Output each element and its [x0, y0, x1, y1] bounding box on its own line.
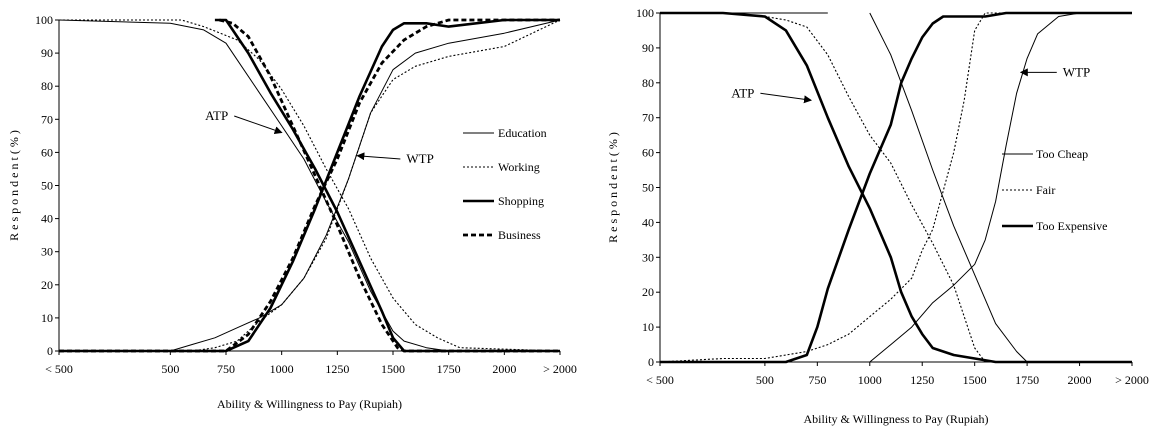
y-tick-label: 90 — [41, 46, 53, 60]
series-line — [660, 11, 1132, 364]
annotation-label: WTP — [406, 151, 433, 166]
x-tick-label: > 2000 — [1115, 373, 1149, 387]
y-tick-label: 10 — [642, 320, 654, 334]
series-education — [58, 19, 561, 352]
series-working — [59, 19, 561, 352]
legend-label: Business — [498, 228, 541, 242]
series-line — [659, 12, 1132, 363]
y-tick-label: 100 — [35, 13, 53, 27]
series-too-expensive — [660, 11, 1132, 364]
y-tick-label: 100 — [636, 6, 654, 20]
x-tick-label: 1750 — [1015, 373, 1039, 387]
y-tick-label: 80 — [642, 76, 654, 90]
x-tick-label: < 500 — [45, 362, 73, 376]
x-tick-label: 750 — [808, 373, 826, 387]
series-shopping — [59, 18, 560, 353]
x-tick-label: 1250 — [910, 373, 934, 387]
x-tick-label: 1250 — [325, 362, 349, 376]
y-tick-label: 60 — [642, 146, 654, 160]
y-tick-label: 40 — [642, 215, 654, 229]
x-tick-label: 500 — [756, 373, 774, 387]
x-axis-label: Ability & Willingness to Pay (Rupiah) — [217, 397, 402, 411]
legend-label: Fair — [1036, 183, 1055, 197]
y-tick-label: 20 — [642, 285, 654, 299]
series-fair — [659, 12, 1132, 363]
series-line — [59, 19, 561, 352]
annotation-label: WTP — [1063, 64, 1090, 79]
y-tick-label: 60 — [41, 145, 53, 159]
x-axis-label: Ability & Willingness to Pay (Rupiah) — [804, 412, 989, 426]
series-line — [660, 11, 1132, 364]
series-line — [59, 19, 561, 352]
series-line — [59, 18, 560, 353]
series-business — [59, 18, 560, 353]
series-line — [869, 12, 1132, 363]
annotation-arrow — [760, 92, 813, 104]
x-tick-label: > 2000 — [543, 362, 577, 376]
x-tick-label: 2000 — [1068, 373, 1092, 387]
y-tick-label: 30 — [41, 245, 53, 259]
chart-1: 0 10 20 30 40 50 60 70 80 90 100 < 500 500 750 1000 125… — [7, 13, 577, 411]
legend-label: Shopping — [498, 194, 544, 208]
y-tick-label: 50 — [642, 181, 654, 195]
y-tick-label: 20 — [41, 278, 53, 292]
x-tick-label: 2000 — [492, 362, 516, 376]
legend-label: Too Expensive — [1036, 219, 1107, 233]
series-line — [59, 19, 561, 352]
series-line — [58, 19, 560, 352]
x-tick-label: < 500 — [646, 373, 674, 387]
x-tick-label: 1500 — [963, 373, 987, 387]
annotation-arrow — [356, 152, 401, 161]
y-tick-label: 40 — [41, 212, 53, 226]
legend-label: Too Cheap — [1036, 147, 1088, 161]
x-tick-label: 1000 — [858, 373, 882, 387]
annotation-arrow — [234, 115, 283, 135]
annotation-label: ATP — [205, 108, 228, 123]
y-axis-label: R e s p o n d e n t ( % ) — [7, 130, 21, 241]
y-tick-label: 30 — [642, 250, 654, 264]
y-axis-label: R e s p o n d e n t ( % ) — [606, 132, 620, 243]
annotation-label: ATP — [731, 85, 754, 100]
y-tick-label: 0 — [648, 355, 654, 369]
y-tick-label: 70 — [41, 112, 53, 126]
y-tick-label: 10 — [41, 311, 53, 325]
x-tick-label: 1750 — [437, 362, 461, 376]
series-line — [59, 18, 560, 353]
x-tick-label: 500 — [161, 362, 179, 376]
y-tick-label: 90 — [642, 41, 654, 55]
series-line — [214, 18, 560, 353]
y-tick-label: 50 — [41, 179, 53, 193]
x-tick-label: 750 — [217, 362, 235, 376]
x-tick-label: 1000 — [270, 362, 294, 376]
y-tick-label: 70 — [642, 111, 654, 125]
x-tick-label: 1500 — [381, 362, 405, 376]
series-too-cheap — [660, 12, 1132, 363]
y-tick-label: 80 — [41, 79, 53, 93]
chart-2: 0 10 20 30 40 50 60 70 80 90 100 < 500 500 750 1000 125… — [606, 6, 1149, 426]
series-line — [660, 12, 1132, 363]
legend-label: Education — [498, 126, 547, 140]
legend-label: Working — [498, 160, 540, 174]
y-tick-label: 0 — [47, 344, 53, 358]
